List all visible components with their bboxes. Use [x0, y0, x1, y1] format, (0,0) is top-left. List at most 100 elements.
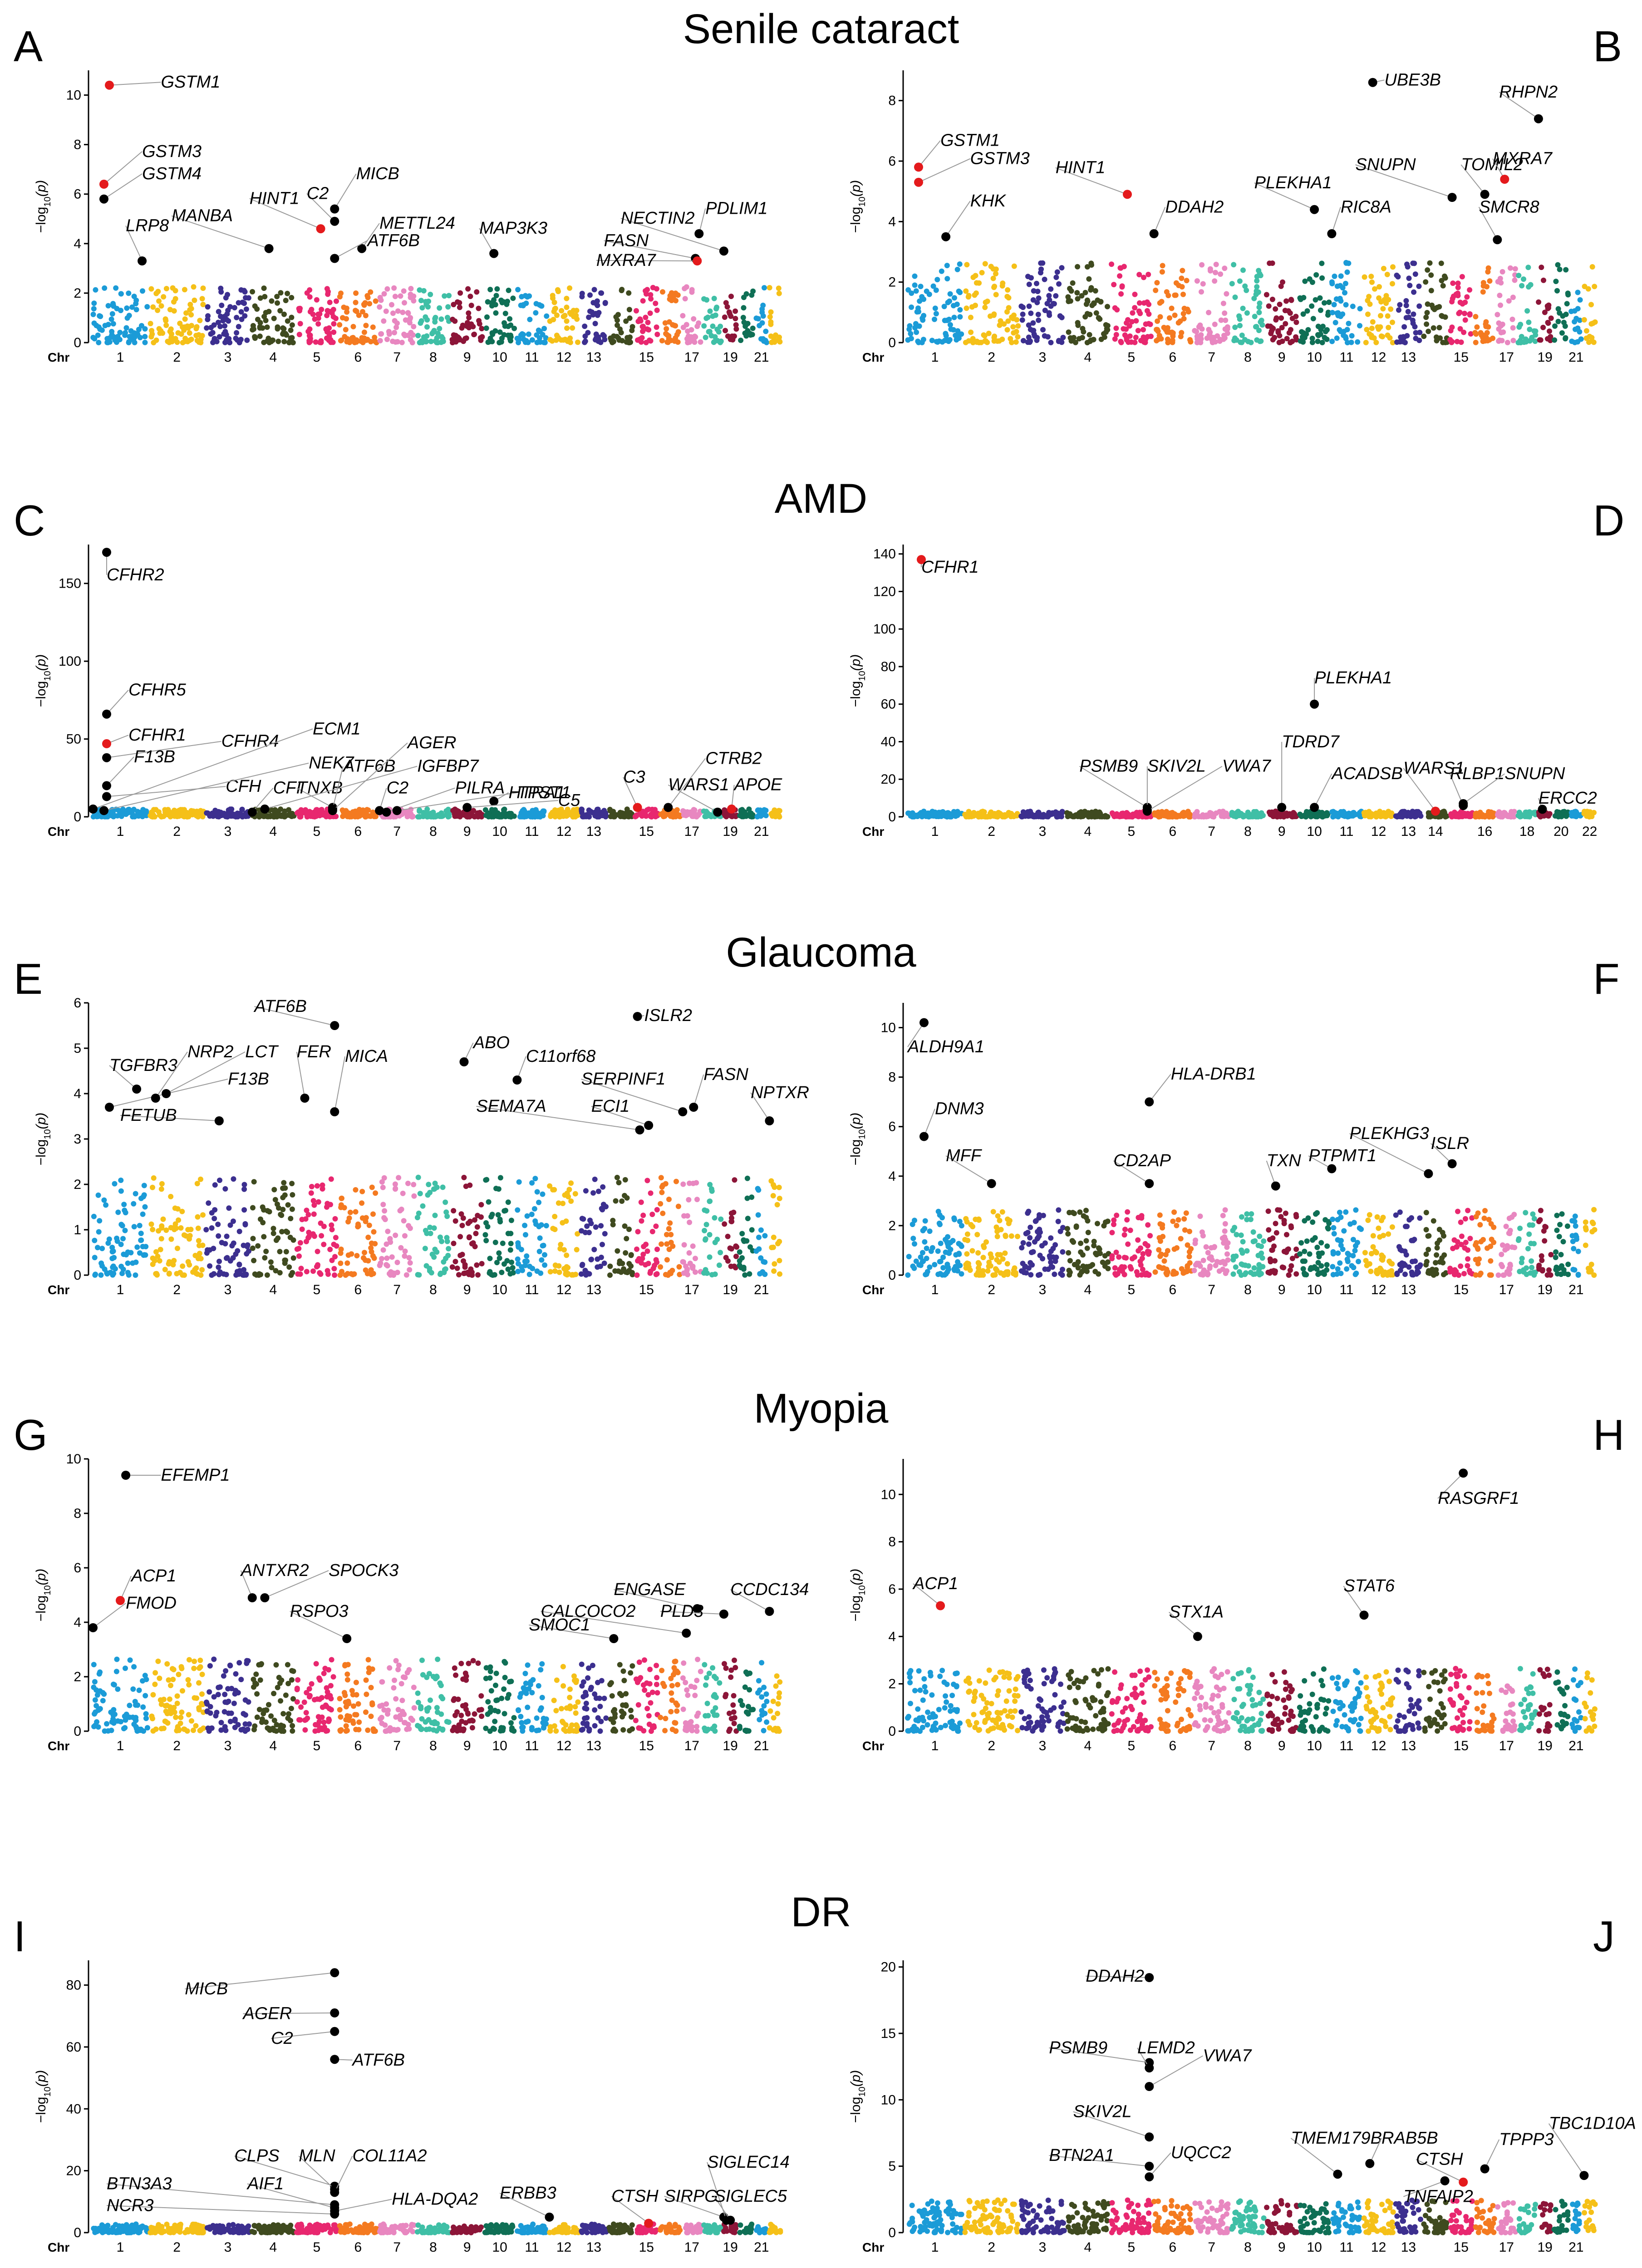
snp-point — [483, 325, 489, 331]
snp-point — [762, 1271, 768, 1277]
x-tick-label: 12 — [556, 350, 571, 365]
snp-point — [1036, 295, 1042, 301]
snp-point — [1526, 319, 1532, 325]
snp-point — [979, 270, 985, 275]
snp-point — [524, 294, 530, 300]
snp-point — [226, 318, 231, 324]
snp-point — [733, 1253, 739, 1259]
snp-point — [1455, 280, 1461, 286]
snp-point — [340, 809, 346, 815]
snp-point — [105, 322, 111, 328]
snp-point — [744, 1195, 750, 1201]
snp-point — [1406, 275, 1412, 281]
snp-point — [1155, 329, 1161, 334]
snp-point — [1065, 814, 1071, 820]
snp-point — [321, 1242, 327, 1247]
snp-point — [470, 1240, 476, 1246]
snp-point — [279, 1229, 285, 1235]
gene-label: ATF6B — [342, 757, 395, 776]
snp-point — [1313, 811, 1319, 817]
gene-label: MXRA7 — [1493, 149, 1553, 168]
gene-label: TDRD7 — [1282, 732, 1340, 751]
snp-point — [188, 306, 194, 312]
snp-point — [380, 1184, 386, 1190]
snp-point — [406, 1223, 412, 1229]
snp-point — [905, 1272, 911, 1278]
gene-label: MICA — [345, 1047, 388, 1066]
snp-point — [263, 1248, 269, 1254]
snp-point — [200, 302, 206, 307]
snp-point — [1344, 269, 1350, 275]
snp-point — [654, 331, 660, 337]
snp-point — [297, 1240, 303, 1246]
snp-point — [500, 1240, 506, 1246]
snp-point — [590, 1190, 596, 1196]
snp-point — [392, 294, 398, 299]
snp-point — [616, 1180, 622, 1186]
snp-point — [773, 811, 779, 817]
snp-point — [180, 340, 186, 345]
snp-point — [168, 326, 174, 332]
snp-point — [1132, 291, 1138, 297]
snp-point — [635, 1229, 641, 1235]
snp-point — [943, 1249, 949, 1255]
snp-point — [973, 303, 978, 308]
snp-point — [1340, 285, 1346, 291]
gene-label: APOE — [733, 776, 782, 795]
snp-point — [559, 308, 565, 314]
snp-point — [1276, 339, 1282, 345]
snp-point — [338, 1202, 344, 1208]
snp-point — [420, 1203, 426, 1209]
snp-point — [1075, 322, 1081, 328]
label-leader-line — [306, 193, 335, 222]
snp-point — [1081, 813, 1086, 819]
snp-point — [503, 1208, 508, 1213]
y-tick-label: 2 — [74, 286, 81, 301]
snp-point — [728, 1218, 734, 1224]
snp-point — [654, 1271, 660, 1277]
y-tick-label: 8 — [74, 137, 81, 152]
snp-point — [536, 335, 542, 341]
snp-point — [344, 309, 350, 315]
snp-point — [759, 306, 765, 312]
snp-point — [922, 1226, 928, 1232]
snp-point — [521, 332, 526, 338]
snp-point — [415, 1174, 421, 1180]
hit-point — [382, 807, 391, 817]
snp-point — [457, 290, 463, 296]
snp-point — [1177, 813, 1183, 819]
snp-point — [188, 336, 194, 342]
snp-point — [664, 326, 669, 332]
snp-point — [1364, 327, 1370, 333]
snp-point — [444, 1238, 450, 1244]
snp-point — [320, 1186, 325, 1192]
snp-point — [593, 311, 599, 316]
snp-point — [1009, 339, 1015, 345]
x-axis-prefix: Chr — [48, 1283, 69, 1297]
snp-point — [489, 303, 495, 309]
snp-point — [1357, 323, 1362, 329]
snp-point — [533, 310, 539, 316]
snp-point — [1244, 287, 1249, 293]
snp-point — [114, 1235, 120, 1241]
snp-point — [959, 1271, 964, 1277]
snp-point — [624, 806, 630, 812]
snp-point — [1206, 327, 1212, 333]
snp-point — [270, 1231, 276, 1236]
snp-point — [562, 313, 568, 319]
snp-point — [366, 1222, 372, 1228]
snp-point — [1344, 813, 1350, 819]
snp-point — [646, 806, 652, 812]
snp-point — [663, 1181, 669, 1187]
snp-point — [1473, 314, 1479, 319]
snp-point — [192, 297, 197, 303]
snp-point — [1279, 325, 1285, 330]
snp-point — [1055, 811, 1061, 817]
snp-point — [1365, 311, 1371, 317]
snp-point — [1390, 340, 1396, 345]
snp-point — [912, 273, 918, 279]
snp-point — [368, 1245, 374, 1251]
x-tick-label: 9 — [463, 1282, 471, 1297]
hit-point — [914, 162, 923, 172]
